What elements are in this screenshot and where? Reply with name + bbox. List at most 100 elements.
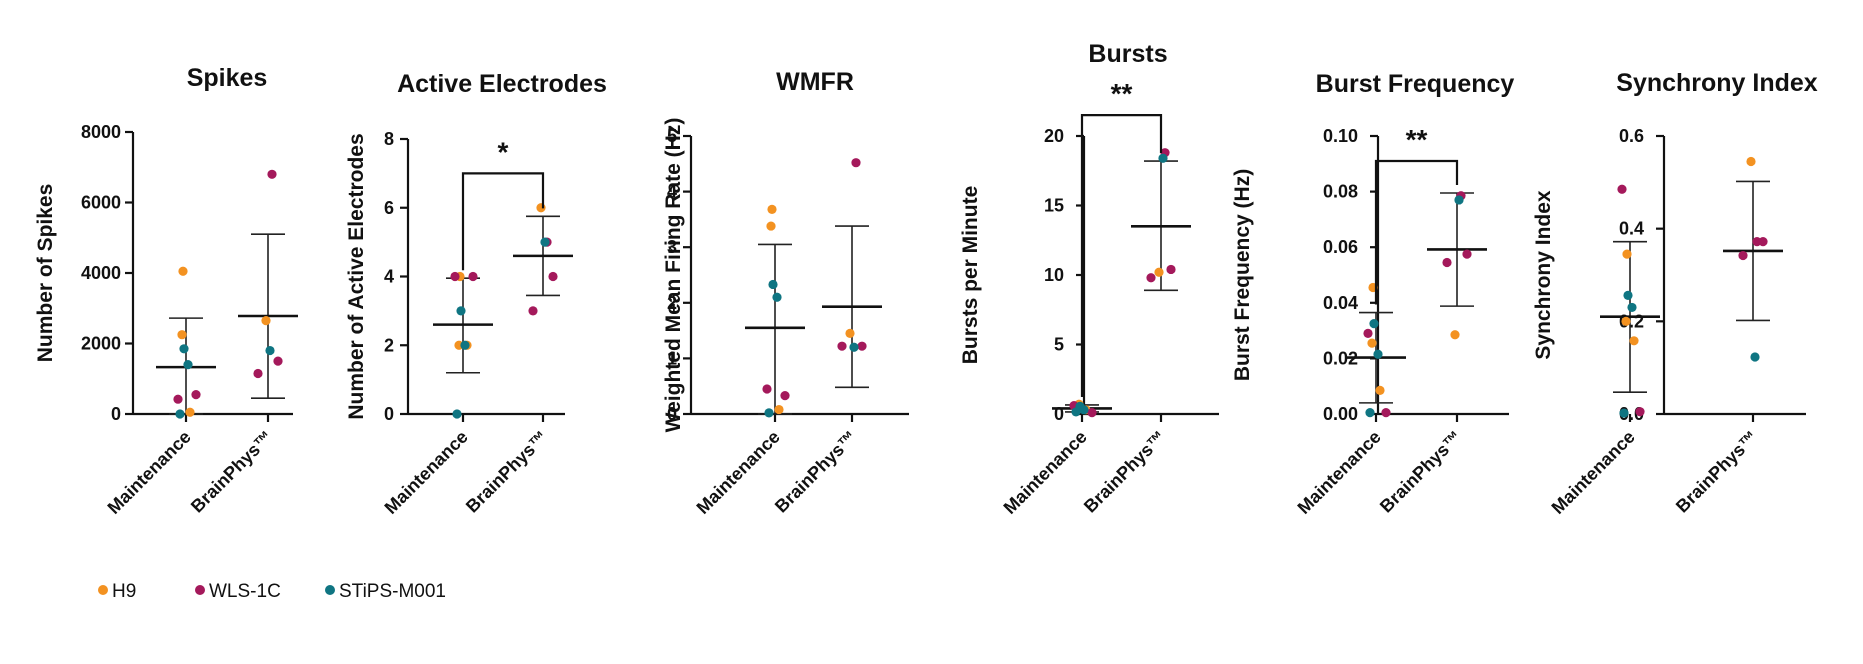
data-point <box>456 306 466 316</box>
data-point <box>460 340 470 350</box>
significance-bracket <box>1374 159 1459 305</box>
y-tick-label: 0 <box>1054 404 1064 424</box>
y-tick-label: 3 <box>667 237 677 257</box>
y-axis-label: Burst Frequency (Hz) <box>1231 169 1254 381</box>
y-tick-label: 0.6 <box>1619 126 1644 146</box>
data-point <box>1617 184 1627 194</box>
chart-title: Bursts <box>1088 40 1167 68</box>
chart-title: Active Electrodes <box>397 70 607 98</box>
data-point <box>267 169 277 179</box>
y-tick-label: 4 <box>384 267 394 287</box>
data-point <box>540 237 550 247</box>
x-category-label: BrainPhys™ <box>771 427 861 517</box>
significance-label: * <box>498 136 509 167</box>
mean-sd-bar <box>513 215 573 297</box>
data-point <box>1369 319 1379 329</box>
y-tick-label: 5 <box>1054 335 1064 355</box>
legend-item: WLS-1C <box>195 581 281 602</box>
data-point <box>1450 330 1460 340</box>
data-point <box>1619 408 1629 418</box>
y-tick-label: 0.06 <box>1323 237 1358 257</box>
data-point <box>183 360 193 370</box>
data-point <box>766 221 776 231</box>
data-point <box>780 391 790 401</box>
data-point <box>185 407 195 417</box>
x-category-label: Maintenance <box>381 427 472 518</box>
legend-item: H9 <box>98 581 136 602</box>
chart-title: Spikes <box>187 64 268 92</box>
chart-panel: Active Electrodes Number of Active Electr… <box>345 70 607 518</box>
data-point <box>772 292 782 302</box>
x-category-label: BrainPhys™ <box>1672 427 1762 517</box>
y-tick-label: 2 <box>667 293 677 313</box>
chart-panel: Burst Frequency Burst Frequency (Hz) 0.00 0… <box>1231 70 1514 518</box>
legend-item: STiPS-M001 <box>325 581 446 602</box>
legend-marker <box>98 585 108 595</box>
data-point <box>849 342 859 352</box>
legend-label: STiPS-M001 <box>339 581 446 602</box>
x-category-label: Maintenance <box>1000 427 1091 518</box>
data-point <box>450 271 460 282</box>
mean-sd-bar <box>1600 240 1660 394</box>
x-category-label: Maintenance <box>1548 427 1639 518</box>
data-point <box>1158 153 1168 163</box>
y-tick-label: 8000 <box>81 122 121 142</box>
data-point <box>1627 302 1637 313</box>
significance-bracket <box>461 172 545 271</box>
x-category-label: BrainPhys™ <box>187 427 277 517</box>
data-point <box>273 356 283 366</box>
mean-sd-bar <box>433 277 493 374</box>
data-point <box>1629 336 1639 346</box>
legend-marker <box>325 585 335 595</box>
data-point <box>1166 264 1176 275</box>
data-point <box>1454 195 1464 205</box>
data-point <box>1375 385 1385 395</box>
data-point <box>173 394 183 404</box>
x-category-label: Maintenance <box>1294 427 1385 518</box>
y-tick-label: 6000 <box>81 193 121 213</box>
legend-label: H9 <box>112 581 136 602</box>
x-category-label: Maintenance <box>693 427 784 518</box>
y-tick-label: 0.02 <box>1323 348 1358 368</box>
x-category-label: BrainPhys™ <box>1376 427 1466 517</box>
y-tick-label: 0.4 <box>1619 219 1644 239</box>
data-point <box>857 341 867 351</box>
data-point <box>1365 408 1375 418</box>
y-tick-label: 15 <box>1044 196 1064 216</box>
y-axis-label: Number of Active Electrodes <box>345 133 368 419</box>
y-axis-label: Bursts per Minute <box>959 186 982 365</box>
data-point <box>1087 408 1097 418</box>
y-axis-label: Number of Spikes <box>34 184 57 363</box>
y-tick-label: 5 <box>667 126 677 146</box>
data-point <box>1071 407 1081 417</box>
data-point <box>1373 349 1383 359</box>
data-point <box>845 328 855 338</box>
data-point <box>528 306 538 316</box>
data-point <box>191 390 201 400</box>
y-axis-label: Synchrony Index <box>1532 190 1555 360</box>
chart-title: Burst Frequency <box>1316 70 1515 98</box>
data-point <box>764 408 774 418</box>
data-point <box>253 368 263 379</box>
chart-panel: Spikes Number of Spikes 0 2000 4000 6000 8000 M… <box>34 64 298 518</box>
data-point <box>179 344 189 354</box>
mean-sd-bar <box>745 243 805 415</box>
y-tick-label: 2 <box>384 335 394 355</box>
data-point <box>177 330 187 340</box>
mean-sd-bar <box>1723 180 1783 322</box>
data-point <box>178 266 188 276</box>
y-tick-label: 6 <box>384 198 394 218</box>
significance-label: ** <box>1406 124 1428 155</box>
data-point <box>767 204 777 214</box>
data-point <box>1146 273 1156 283</box>
data-point <box>1363 328 1373 338</box>
data-point <box>1635 407 1645 417</box>
y-tick-label: 0 <box>111 404 121 424</box>
data-point <box>1154 267 1164 277</box>
mean-sd-bar <box>1427 192 1487 307</box>
data-point <box>768 279 778 290</box>
y-axis-label: Weighted Mean Firing Rate (Hz) <box>662 118 685 433</box>
data-point <box>265 345 275 356</box>
data-point <box>1462 249 1472 259</box>
